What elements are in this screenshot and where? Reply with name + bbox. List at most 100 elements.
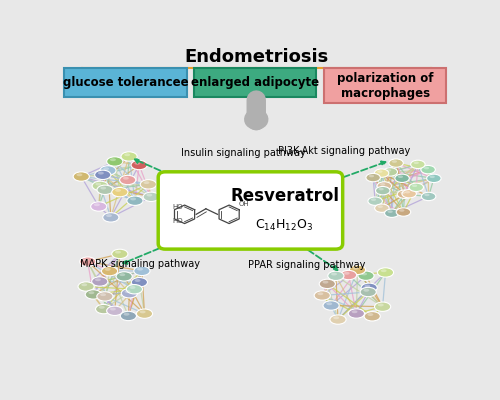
Ellipse shape <box>326 302 332 305</box>
Ellipse shape <box>323 301 339 310</box>
Ellipse shape <box>366 174 380 182</box>
Ellipse shape <box>96 304 112 314</box>
Ellipse shape <box>102 213 119 222</box>
Ellipse shape <box>102 266 117 276</box>
Ellipse shape <box>85 290 102 299</box>
Ellipse shape <box>134 279 140 282</box>
Ellipse shape <box>106 306 123 316</box>
Ellipse shape <box>402 190 416 198</box>
Ellipse shape <box>73 172 90 181</box>
Ellipse shape <box>399 209 404 212</box>
Ellipse shape <box>331 272 337 276</box>
Text: OH: OH <box>239 201 250 207</box>
Ellipse shape <box>414 162 419 164</box>
FancyBboxPatch shape <box>194 68 316 97</box>
Ellipse shape <box>134 162 140 165</box>
Ellipse shape <box>364 284 370 288</box>
Ellipse shape <box>115 251 121 254</box>
Ellipse shape <box>405 191 410 194</box>
Ellipse shape <box>98 172 104 174</box>
Ellipse shape <box>94 203 100 206</box>
Ellipse shape <box>322 281 328 284</box>
Ellipse shape <box>112 188 128 197</box>
Ellipse shape <box>105 268 110 271</box>
Ellipse shape <box>130 286 136 289</box>
Ellipse shape <box>120 273 126 276</box>
Ellipse shape <box>83 258 89 261</box>
Ellipse shape <box>378 205 383 208</box>
Ellipse shape <box>319 279 336 288</box>
Ellipse shape <box>368 197 382 205</box>
Ellipse shape <box>110 158 116 161</box>
Ellipse shape <box>364 312 380 321</box>
Ellipse shape <box>112 249 128 258</box>
Ellipse shape <box>78 282 94 291</box>
Ellipse shape <box>106 157 123 166</box>
Ellipse shape <box>143 192 160 202</box>
Ellipse shape <box>364 289 370 292</box>
Ellipse shape <box>384 209 399 218</box>
Ellipse shape <box>378 188 384 190</box>
Ellipse shape <box>94 170 111 180</box>
Ellipse shape <box>410 160 425 168</box>
Text: enlarged adipocyte: enlarged adipocyte <box>191 76 320 89</box>
FancyBboxPatch shape <box>158 172 342 249</box>
Ellipse shape <box>348 309 364 318</box>
Ellipse shape <box>358 271 374 280</box>
Ellipse shape <box>122 288 138 298</box>
Ellipse shape <box>421 166 436 174</box>
Ellipse shape <box>92 181 108 190</box>
Ellipse shape <box>398 176 403 178</box>
Ellipse shape <box>352 267 358 270</box>
Ellipse shape <box>110 308 116 310</box>
Ellipse shape <box>333 316 339 319</box>
Ellipse shape <box>146 194 152 196</box>
Ellipse shape <box>127 196 143 205</box>
Ellipse shape <box>124 153 130 156</box>
Ellipse shape <box>96 183 102 186</box>
Ellipse shape <box>368 313 374 316</box>
Text: Insulin signaling pathway: Insulin signaling pathway <box>180 148 306 158</box>
Ellipse shape <box>380 183 386 186</box>
Ellipse shape <box>361 272 367 276</box>
Ellipse shape <box>409 183 424 192</box>
Text: C$_{14}$H$_{12}$O$_3$: C$_{14}$H$_{12}$O$_3$ <box>256 218 314 232</box>
Ellipse shape <box>392 160 397 163</box>
Ellipse shape <box>340 270 356 280</box>
Text: Endometriosis: Endometriosis <box>184 48 328 66</box>
Ellipse shape <box>120 175 136 185</box>
Ellipse shape <box>378 268 394 277</box>
Ellipse shape <box>97 185 113 194</box>
Ellipse shape <box>426 174 441 182</box>
Ellipse shape <box>124 290 130 293</box>
Ellipse shape <box>120 311 136 321</box>
Ellipse shape <box>380 269 386 272</box>
Ellipse shape <box>424 194 430 196</box>
Ellipse shape <box>130 198 136 200</box>
Ellipse shape <box>95 278 101 281</box>
Ellipse shape <box>369 175 374 177</box>
Ellipse shape <box>383 168 398 176</box>
Ellipse shape <box>376 186 390 195</box>
Ellipse shape <box>80 257 96 266</box>
Text: MAPK signaling pathway: MAPK signaling pathway <box>80 259 200 269</box>
Text: HO: HO <box>172 204 183 210</box>
Ellipse shape <box>374 204 389 212</box>
Ellipse shape <box>378 170 382 173</box>
Ellipse shape <box>131 160 148 170</box>
Ellipse shape <box>82 283 87 286</box>
Ellipse shape <box>396 208 410 216</box>
Ellipse shape <box>378 304 384 306</box>
Ellipse shape <box>92 277 108 286</box>
FancyBboxPatch shape <box>324 68 446 104</box>
Ellipse shape <box>99 306 104 309</box>
Text: HO: HO <box>172 218 183 224</box>
Ellipse shape <box>350 265 366 274</box>
Ellipse shape <box>132 278 148 287</box>
Ellipse shape <box>134 266 150 276</box>
Ellipse shape <box>371 198 376 201</box>
Ellipse shape <box>90 202 107 211</box>
Ellipse shape <box>136 309 152 318</box>
Ellipse shape <box>116 272 132 281</box>
Ellipse shape <box>389 159 404 167</box>
